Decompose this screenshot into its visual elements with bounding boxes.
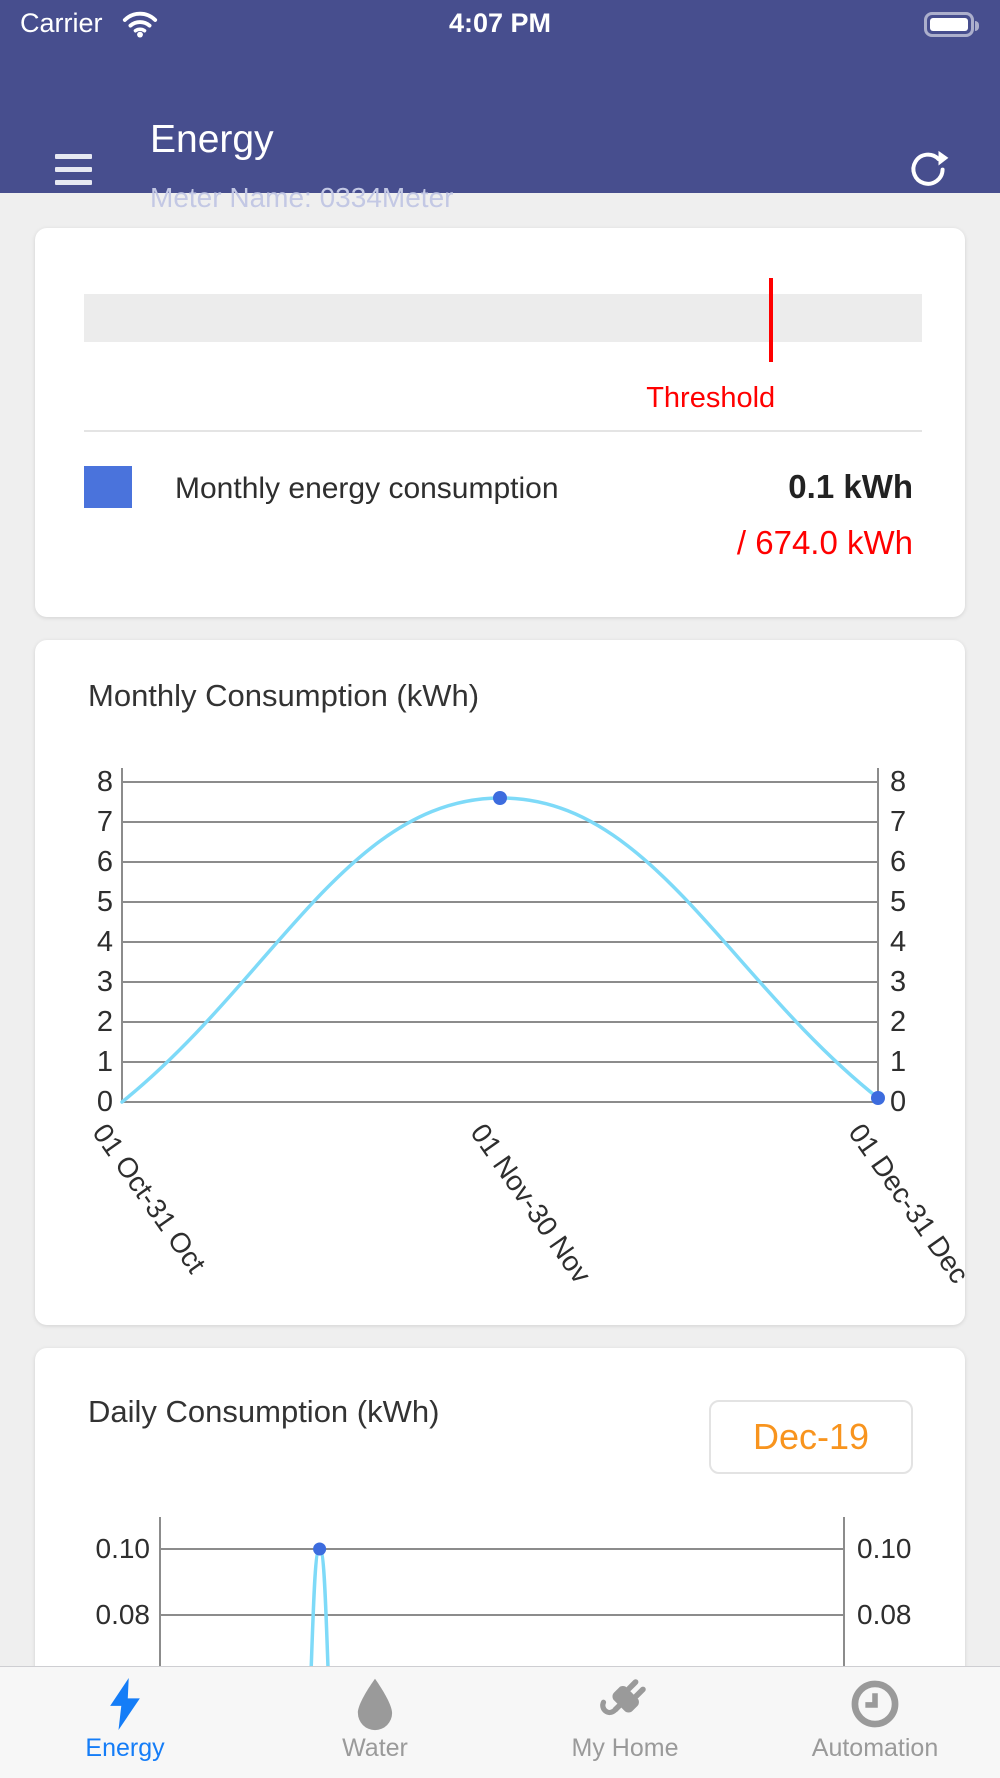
month-selector-button[interactable]: Dec-19 <box>709 1400 913 1474</box>
threshold-limit-value: / 674.0 kWh <box>736 524 913 561</box>
divider <box>84 430 922 432</box>
meter-name-label: Meter Name: 0334Meter <box>150 182 454 213</box>
y-axis-tick-label: 2 <box>96 1006 113 1038</box>
tab-water[interactable]: Water <box>250 1667 500 1778</box>
tab-automation[interactable]: Automation <box>750 1667 1000 1778</box>
y-axis-tick-label: 1 <box>96 1046 113 1078</box>
tab-my-home[interactable]: My Home <box>500 1667 750 1778</box>
power-plug-icon <box>597 1676 653 1732</box>
consumption-progress-bar <box>84 294 922 342</box>
y-axis-tick-label: 6 <box>890 846 907 878</box>
y-axis-tick-label: 0 <box>96 1086 113 1118</box>
y-axis-tick-label: 3 <box>890 966 907 998</box>
tab-label: Energy <box>85 1734 165 1762</box>
y-axis-tick-label: 4 <box>890 926 907 958</box>
status-bar: Carrier 4:07 PM <box>0 0 1000 50</box>
tab-energy[interactable]: Energy <box>0 1667 250 1778</box>
y-axis-tick-label: 3 <box>96 966 113 998</box>
menu-bar <box>55 180 92 185</box>
monthly-chart-canvas <box>120 768 885 1105</box>
y-axis-tick-label: 4 <box>96 926 113 958</box>
current-consumption-value: 0.1 kWh <box>788 468 913 505</box>
selected-month-label: Dec-19 <box>752 1416 870 1457</box>
battery-level <box>930 18 968 31</box>
tab-label: Automation <box>811 1734 939 1762</box>
daily-chart-title: Daily Consumption (kWh) <box>88 1394 440 1429</box>
page-title: Energy <box>150 118 274 161</box>
menu-button[interactable] <box>55 154 92 185</box>
tab-label: Water <box>342 1734 408 1762</box>
threshold-marker-line <box>769 278 774 362</box>
y-axis-tick-label: 0.08 <box>95 1599 151 1630</box>
legend-label: Monthly energy consumption <box>175 472 559 505</box>
y-axis-tick-label: 1 <box>890 1046 907 1078</box>
wifi-icon <box>122 11 158 38</box>
y-axis-tick-label: 0.10 <box>857 1533 912 1564</box>
threshold-label: Threshold <box>646 382 776 414</box>
monthly-chart-title: Monthly Consumption (kWh) <box>88 678 480 713</box>
navigation-bar: Energy Meter Name: 0334Meter <box>0 50 1000 213</box>
battery-nub <box>975 21 979 31</box>
y-axis-tick-label: 0.10 <box>95 1533 151 1564</box>
daily-consumption-chart: 0.10 0.10 0.08 0.08 <box>35 1348 965 1778</box>
threshold-card: Threshold Monthly energy consumption 0.1… <box>35 228 965 617</box>
bottom-tab-bar: Energy Water My Home <box>0 1666 1000 1778</box>
menu-bar <box>55 154 92 159</box>
y-axis-tick-label: 8 <box>890 766 907 798</box>
y-axis-tick-label: 5 <box>96 886 113 918</box>
time-label: 4:07 PM <box>448 8 552 38</box>
y-axis-tick-label: 7 <box>890 806 907 838</box>
refresh-icon <box>911 150 949 186</box>
y-axis-tick-label: 2 <box>890 1006 907 1038</box>
monthly-consumption-chart: 8 8 7 7 6 6 5 5 4 4 3 3 2 2 1 1 0 0 01 Oct-31 Oct 01 Nov-30… <box>35 640 965 1325</box>
y-axis-tick-label: 6 <box>96 846 113 878</box>
battery-icon <box>924 12 979 37</box>
tab-label: My Home <box>571 1734 679 1762</box>
refresh-button[interactable] <box>906 148 950 192</box>
y-axis-tick-label: 0.08 <box>857 1599 912 1630</box>
y-axis-tick-label: 5 <box>890 886 907 918</box>
y-axis-tick-label: 8 <box>96 766 113 798</box>
legend-color-swatch <box>84 466 132 508</box>
y-axis-tick-label: 7 <box>96 806 113 838</box>
water-drop-icon <box>353 1676 397 1732</box>
y-axis-tick-label: 0 <box>890 1086 907 1118</box>
menu-bar <box>55 167 92 172</box>
clock-icon <box>849 1676 901 1732</box>
carrier-label: Carrier <box>20 8 103 38</box>
lightning-bolt-icon <box>106 1676 144 1732</box>
